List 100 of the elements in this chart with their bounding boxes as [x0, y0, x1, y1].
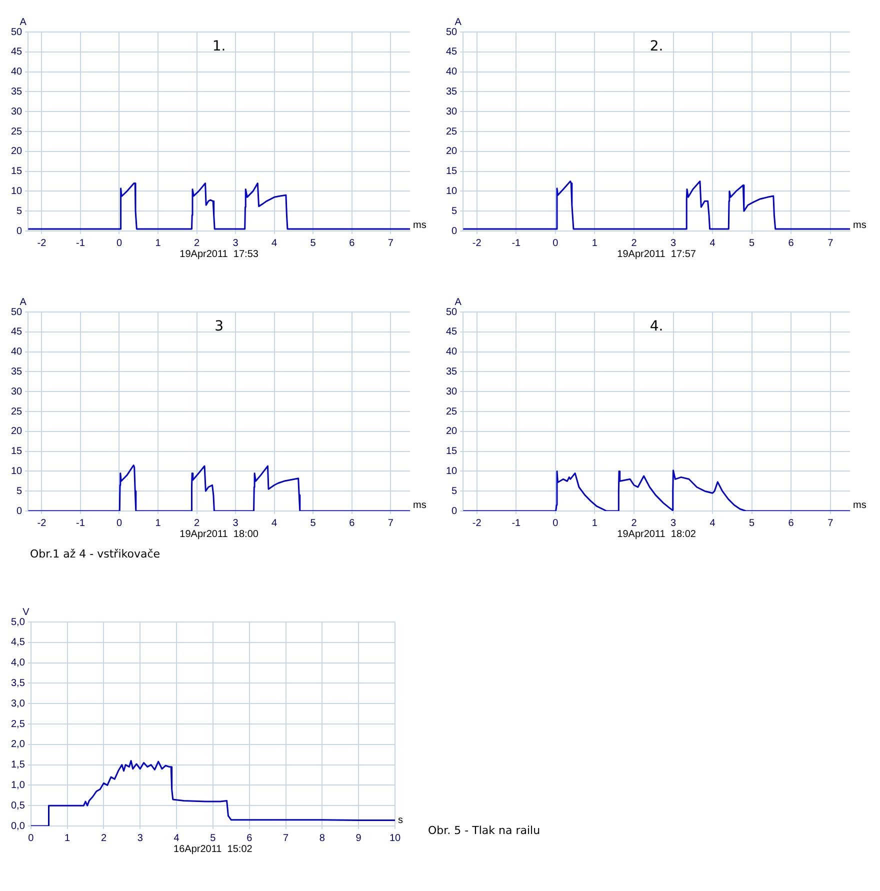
y-tick-label: 10: [446, 186, 458, 197]
x-tick-label: 0: [552, 518, 559, 529]
y-tick-label: 5: [452, 206, 458, 217]
x-tick-label: 10: [389, 832, 401, 844]
y-tick-label: 5: [16, 206, 23, 217]
x-axis-title: ms: [853, 500, 866, 511]
x-tick-label: -2: [472, 518, 482, 529]
x-tick-label: 4: [174, 832, 180, 844]
y-tick-label: 45: [11, 326, 23, 338]
x-tick-label: -1: [76, 518, 86, 529]
y-tick-label: 25: [11, 126, 23, 138]
y-tick-label: 0,0: [10, 820, 26, 832]
x-tick-label: 3: [670, 238, 676, 249]
y-tick-label: 25: [446, 126, 458, 138]
x-tick-label: 0: [552, 238, 559, 249]
x-tick-label: 2: [194, 518, 200, 529]
x-tick-label: 1: [592, 518, 598, 529]
x-tick-label: 1: [155, 518, 162, 529]
text: 19Apr2011 17:53: [180, 248, 259, 260]
x-tick-label: 6: [788, 238, 794, 249]
y-tick-label: 0: [452, 226, 458, 237]
y-tick-label: 0,5: [10, 800, 26, 812]
y-tick-label: 50: [11, 26, 23, 38]
y-axis-title: A: [454, 296, 462, 308]
y-axis-title: A: [20, 296, 27, 308]
y-tick-label: 10: [11, 186, 23, 197]
y-tick-label: 20: [11, 146, 23, 158]
x-tick-label: 3: [232, 238, 239, 249]
x-tick-label: 3: [670, 518, 676, 529]
x-tick-label: 0: [28, 832, 34, 844]
y-axis-title: A: [20, 16, 27, 28]
y-tick-label: 30: [11, 386, 23, 398]
y-tick-label: 15: [446, 446, 458, 458]
y-tick-label: 45: [446, 46, 458, 58]
x-axis-title: ms: [853, 220, 866, 231]
y-tick-label: 10: [446, 466, 458, 477]
x-tick-label: 3: [232, 518, 239, 529]
y-tick-label: 15: [11, 166, 23, 178]
y-axis-title: V: [22, 606, 30, 618]
text: 2.: [650, 38, 664, 55]
x-tick-label: 6: [246, 832, 253, 844]
text: 16Apr2011 15:02: [174, 844, 253, 855]
x-tick-label: 3: [137, 832, 144, 844]
y-tick-label: 0: [16, 506, 23, 517]
y-tick-label: 20: [446, 146, 458, 158]
x-tick-label: 7: [282, 832, 289, 844]
y-tick-label: 10: [11, 466, 23, 477]
x-tick-label: 0: [116, 238, 122, 249]
y-tick-label: 20: [11, 426, 23, 438]
y-tick-label: 50: [446, 306, 458, 318]
text: 3: [214, 318, 224, 335]
y-tick-label: 5,0: [10, 616, 26, 628]
y-tick-label: 4,0: [10, 658, 26, 669]
x-axis-title: ms: [413, 220, 426, 231]
x-tick-label: 6: [349, 518, 356, 529]
y-tick-label: 3,0: [10, 698, 26, 710]
y-tick-label: 35: [11, 366, 23, 378]
y-tick-label: 0: [16, 226, 23, 237]
y-tick-label: 0: [452, 506, 458, 517]
x-tick-label: 7: [828, 518, 834, 529]
x-tick-label: 9: [356, 832, 362, 844]
x-tick-label: 6: [349, 238, 356, 249]
x-tick-label: 7: [828, 238, 834, 249]
x-tick-label: 2: [631, 518, 638, 529]
y-tick-label: 2,0: [10, 739, 26, 750]
y-tick-label: 35: [446, 86, 458, 98]
text: Obr. 5 - Tlak na railu: [428, 824, 540, 837]
y-tick-label: 40: [446, 346, 458, 358]
x-tick-label: 1: [64, 832, 71, 844]
x-tick-label: 4: [272, 238, 278, 249]
y-tick-label: 35: [11, 86, 23, 98]
x-tick-label: -2: [37, 238, 47, 249]
x-axis-title: ms: [413, 500, 426, 511]
y-tick-label: 50: [11, 306, 23, 318]
x-tick-label: 4: [272, 518, 278, 529]
x-tick-label: -2: [37, 518, 47, 529]
x-tick-label: 5: [310, 238, 316, 249]
y-tick-label: 4,5: [10, 637, 26, 648]
x-tick-label: -1: [76, 238, 86, 249]
text: 1.: [212, 38, 226, 55]
x-tick-label: 2: [194, 238, 200, 249]
y-tick-label: 5: [452, 486, 458, 497]
y-tick-label: 5: [16, 486, 23, 497]
x-tick-label: -2: [472, 238, 482, 249]
y-tick-label: 25: [446, 406, 458, 418]
x-tick-label: 5: [749, 518, 756, 529]
y-tick-label: 30: [11, 106, 23, 118]
y-tick-label: 1,5: [10, 760, 26, 771]
x-tick-label: 2: [100, 832, 107, 844]
x-axis-title: s: [398, 814, 403, 826]
x-tick-label: 5: [210, 832, 216, 844]
y-axis-title: A: [454, 16, 462, 28]
x-tick-label: 5: [749, 238, 756, 249]
y-tick-label: 50: [446, 26, 458, 38]
y-tick-label: 15: [11, 446, 23, 458]
x-tick-label: -1: [512, 518, 522, 529]
y-tick-label: 40: [11, 346, 23, 358]
y-tick-label: 45: [11, 46, 23, 58]
text: Obr.1 až 4 - vstřikovače: [30, 547, 160, 560]
y-tick-label: 15: [446, 166, 458, 178]
